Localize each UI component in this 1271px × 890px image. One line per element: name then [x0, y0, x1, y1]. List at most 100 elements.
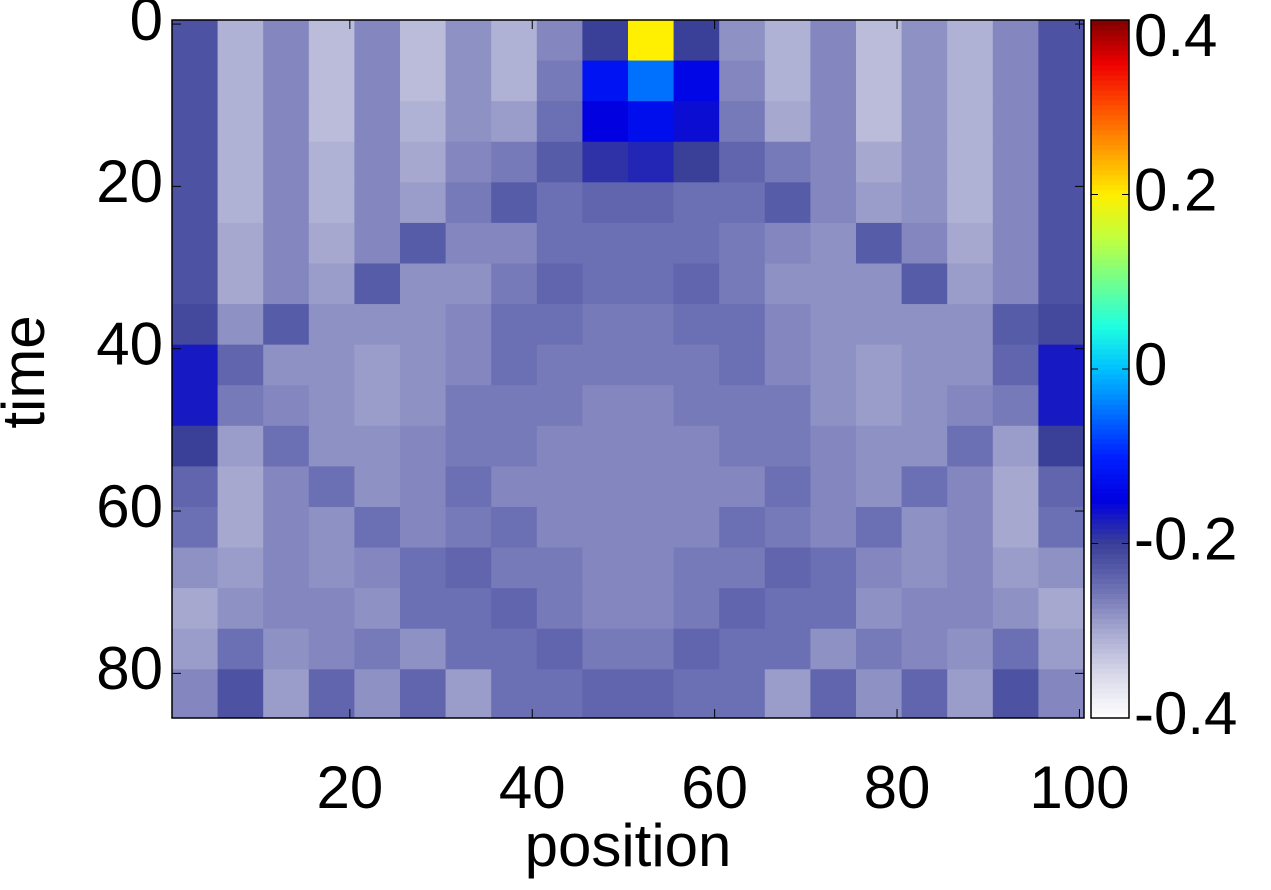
- cell: [673, 628, 720, 670]
- colorbar-band: [1091, 498, 1129, 505]
- colorbar-band: [1091, 648, 1129, 654]
- cell: [400, 222, 447, 264]
- colorbar-band: [1091, 438, 1129, 445]
- cell: [764, 182, 811, 224]
- cell: [400, 425, 447, 467]
- cell: [719, 222, 766, 264]
- cell: [172, 425, 219, 467]
- cell: [172, 263, 219, 305]
- colorbar-band: [1091, 114, 1129, 121]
- colorbar-band: [1091, 119, 1129, 126]
- cell: [856, 344, 903, 386]
- colorbar-band: [1091, 708, 1129, 714]
- colorbar-band: [1091, 79, 1129, 86]
- cell: [1038, 506, 1085, 549]
- cell: [810, 344, 857, 386]
- cell: [354, 385, 401, 427]
- y-tick-label: 40: [96, 311, 163, 378]
- cell: [764, 385, 811, 427]
- y-axis-label: time: [0, 315, 57, 428]
- cell: [172, 506, 219, 549]
- colorbar-band: [1091, 359, 1129, 365]
- cell: [400, 20, 447, 62]
- cell: [992, 20, 1039, 62]
- cell: [445, 547, 492, 589]
- cell: [491, 385, 538, 427]
- cell: [445, 304, 492, 346]
- cell: [172, 101, 219, 143]
- colorbar-band: [1091, 433, 1129, 440]
- cell: [400, 385, 447, 427]
- cell: [810, 506, 857, 549]
- colorbar-band: [1091, 418, 1129, 425]
- cell: [354, 182, 401, 224]
- colorbar-band: [1091, 618, 1129, 624]
- cell: [400, 263, 447, 305]
- cell: [536, 547, 583, 589]
- y-tick-label: 60: [96, 473, 163, 540]
- cell: [536, 588, 583, 630]
- colorbar-tick-label: -0.2: [1134, 505, 1237, 572]
- colorbar-band: [1091, 478, 1129, 485]
- cell: [263, 425, 310, 467]
- colorbar-band: [1091, 678, 1129, 684]
- cell: [172, 182, 219, 224]
- cell: [856, 547, 903, 589]
- cell: [719, 304, 766, 346]
- cell: [856, 263, 903, 305]
- cell: [217, 60, 264, 102]
- colorbar-band: [1091, 593, 1129, 599]
- cell: [901, 669, 948, 719]
- cell: [400, 141, 447, 183]
- cell: [263, 20, 310, 62]
- cell: [582, 628, 629, 670]
- colorbar-band: [1091, 89, 1129, 96]
- cell: [308, 466, 355, 508]
- cell: [719, 344, 766, 386]
- cell: [719, 466, 766, 508]
- cell: [172, 669, 219, 719]
- colorbar-band: [1091, 483, 1129, 490]
- cell: [263, 263, 310, 305]
- cell: [947, 425, 994, 467]
- cell: [947, 669, 994, 719]
- colorbar-band: [1091, 164, 1129, 171]
- cell: [536, 304, 583, 346]
- cell: [810, 20, 857, 62]
- cell: [172, 60, 219, 102]
- colorbar-band: [1091, 239, 1129, 245]
- cell: [172, 344, 219, 386]
- cell: [673, 304, 720, 346]
- cell: [764, 628, 811, 670]
- cell: [992, 466, 1039, 508]
- colorbar-band: [1091, 528, 1129, 535]
- colorbar-band: [1091, 129, 1129, 136]
- colorbar-band: [1091, 658, 1129, 664]
- cell: [491, 425, 538, 467]
- cell: [628, 222, 675, 264]
- cell: [1038, 425, 1085, 467]
- cell: [491, 669, 538, 719]
- cell: [901, 222, 948, 264]
- colorbar-band: [1091, 713, 1129, 719]
- colorbar-band: [1091, 179, 1129, 186]
- cell: [536, 141, 583, 183]
- colorbar-band: [1091, 503, 1129, 510]
- cell: [947, 466, 994, 508]
- cell: [263, 669, 310, 719]
- colorbar-band: [1091, 99, 1129, 106]
- colorbar-band: [1091, 543, 1129, 550]
- cell: [263, 588, 310, 630]
- cell: [445, 466, 492, 508]
- colorbar-band: [1091, 24, 1129, 31]
- cell: [947, 222, 994, 264]
- cell: [810, 182, 857, 224]
- cell: [400, 344, 447, 386]
- colorbar-band: [1091, 443, 1129, 450]
- colorbar-band: [1091, 703, 1129, 709]
- cell: [308, 425, 355, 467]
- colorbar-band: [1091, 573, 1129, 579]
- colorbar-band: [1091, 134, 1129, 141]
